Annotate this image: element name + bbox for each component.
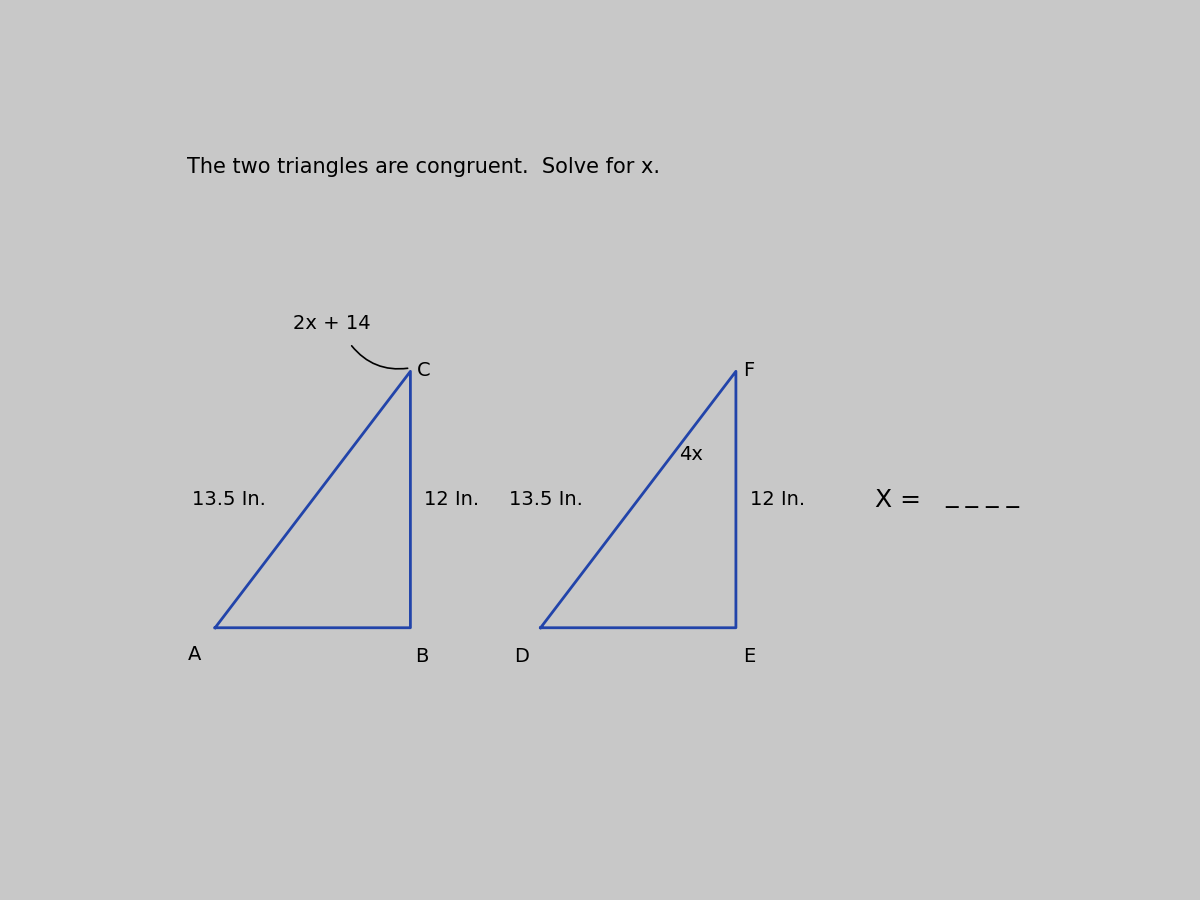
Text: 4x: 4x: [679, 445, 703, 464]
Text: 12 In.: 12 In.: [750, 490, 805, 509]
Text: 13.5 In.: 13.5 In.: [509, 490, 582, 509]
Text: E: E: [743, 647, 756, 666]
Text: D: D: [515, 647, 529, 666]
Text: The two triangles are congruent.  Solve for x.: The two triangles are congruent. Solve f…: [187, 157, 660, 176]
Text: 13.5 In.: 13.5 In.: [192, 490, 266, 509]
Text: B: B: [415, 647, 428, 666]
Text: C: C: [416, 361, 431, 380]
Text: A: A: [187, 645, 202, 664]
Text: _ _ _ _: _ _ _ _: [946, 484, 1019, 508]
Text: X =: X =: [876, 488, 930, 511]
Text: 12 In.: 12 In.: [425, 490, 480, 509]
Text: 2x + 14: 2x + 14: [293, 314, 370, 333]
Text: F: F: [743, 361, 755, 380]
